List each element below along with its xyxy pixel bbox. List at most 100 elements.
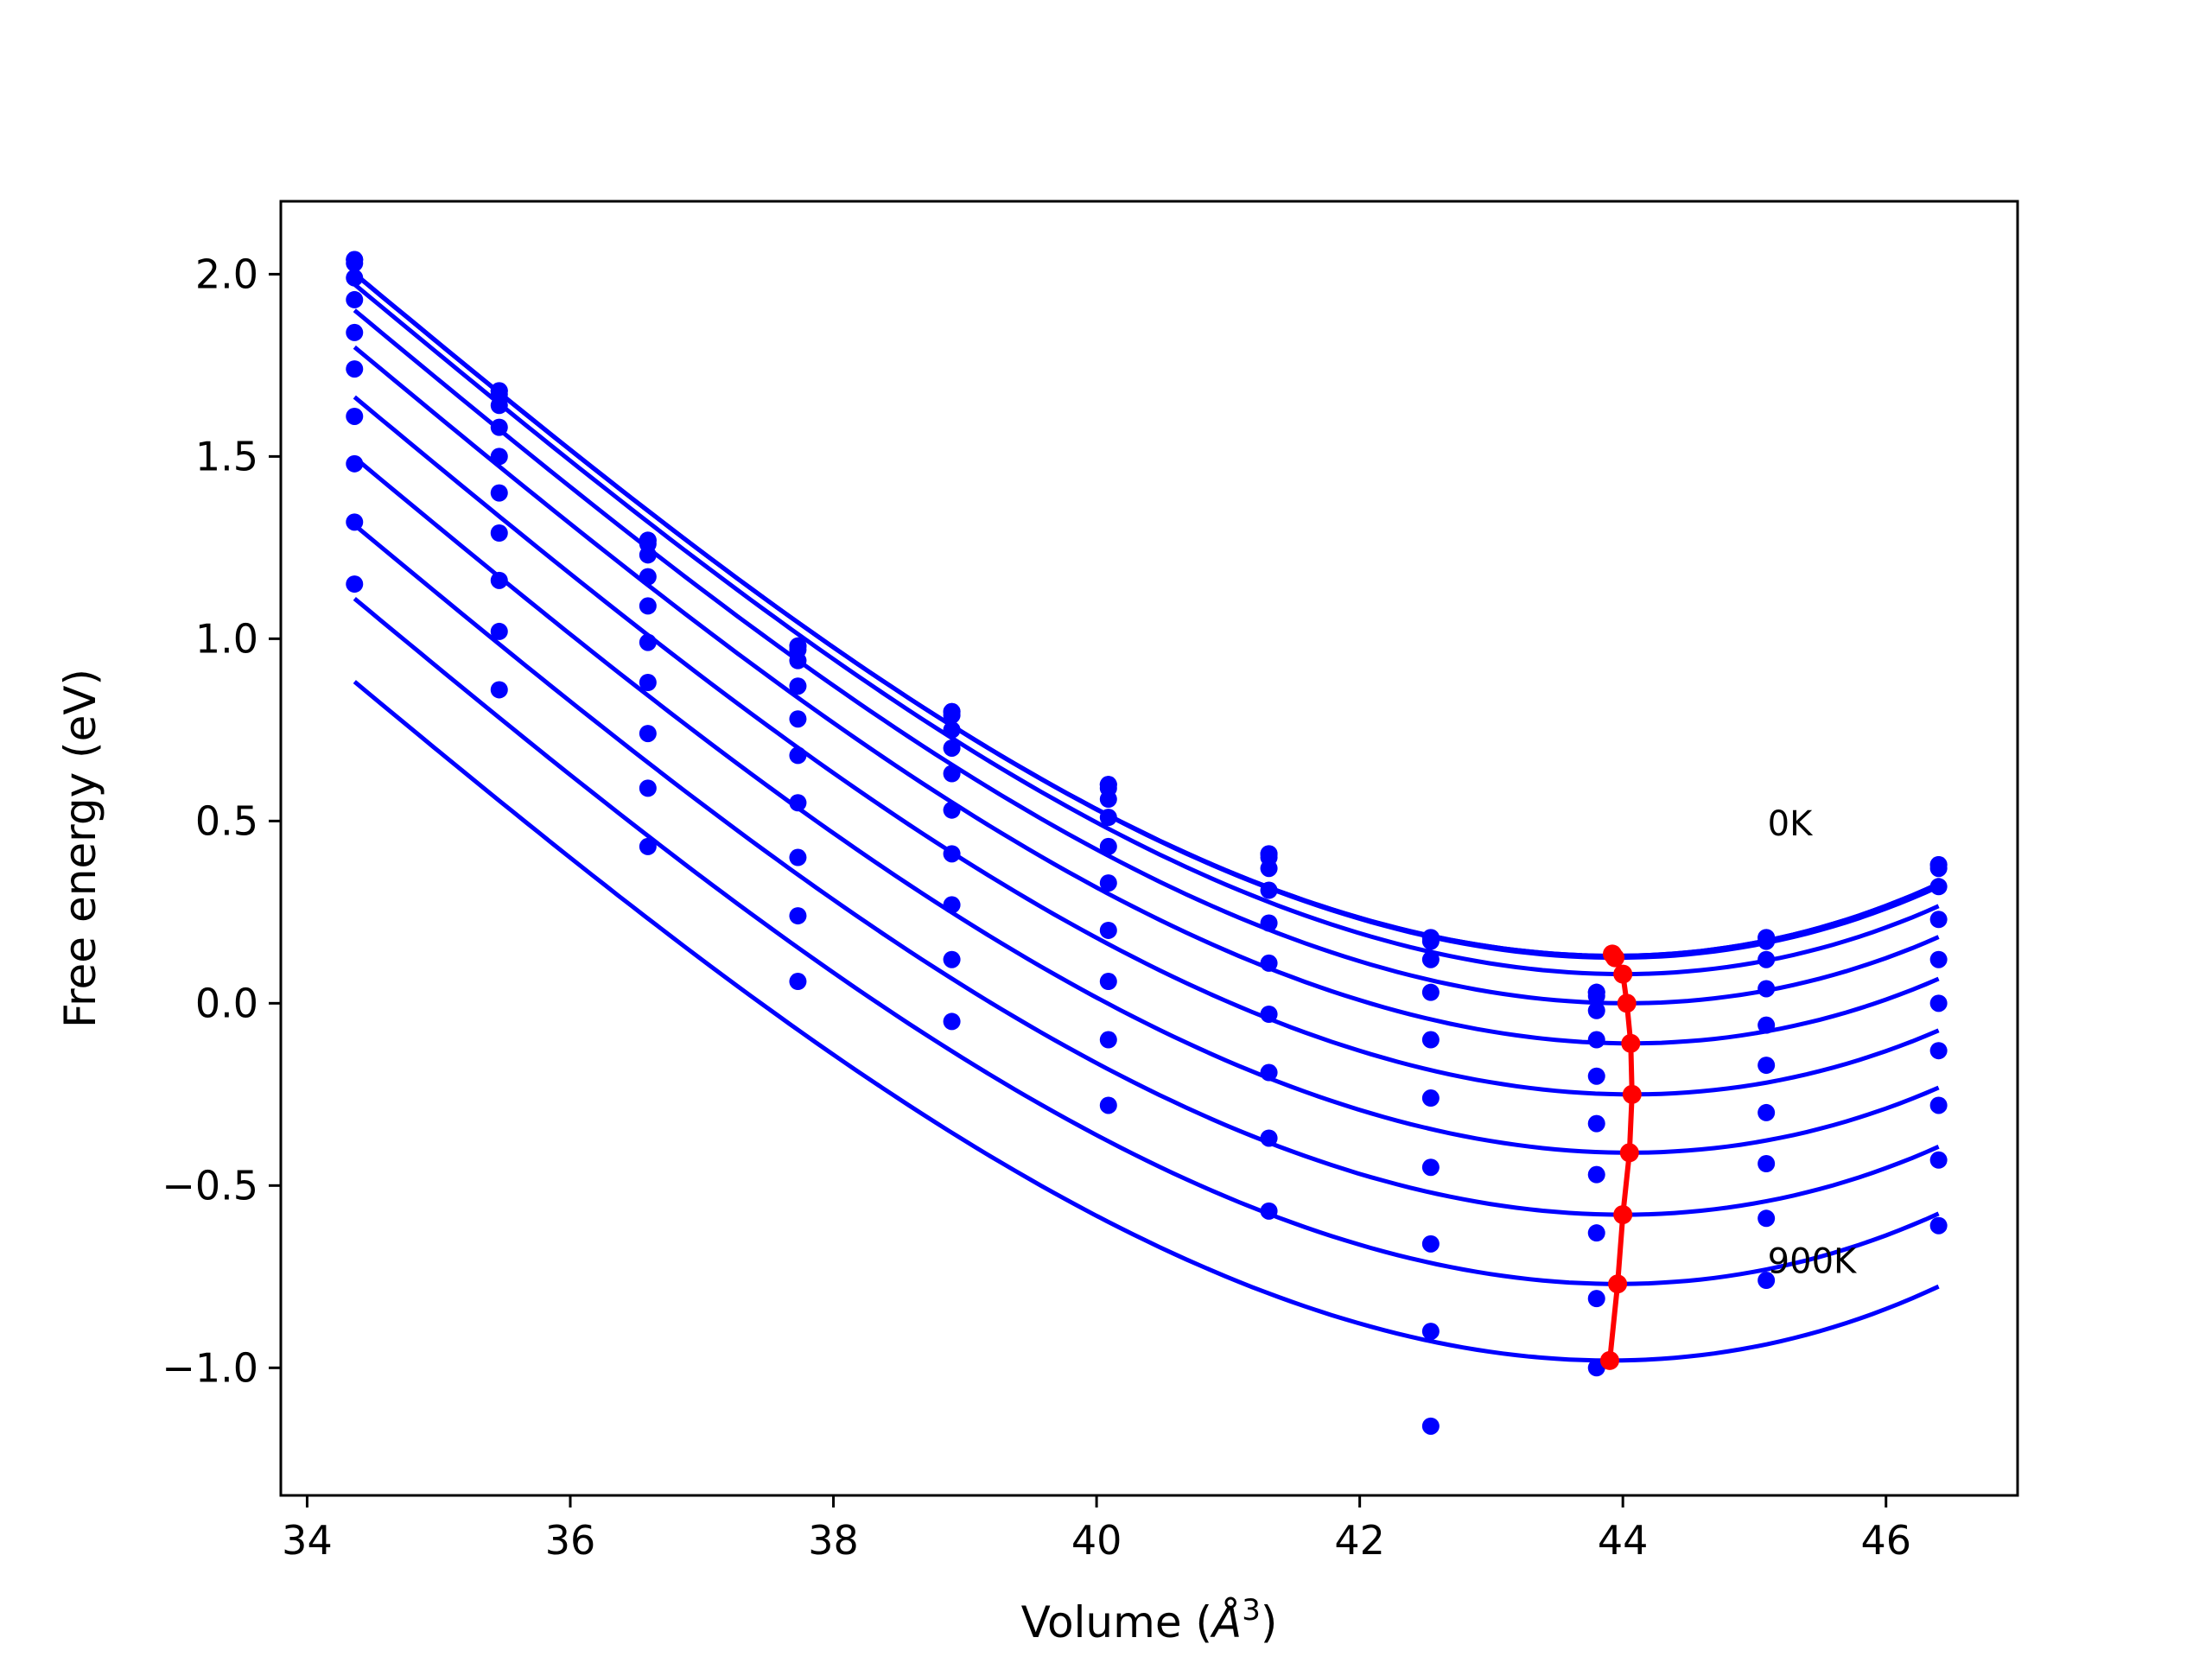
x-tick-label: 36 [545, 1517, 596, 1564]
data-point [789, 677, 807, 695]
data-point [1758, 1272, 1776, 1290]
fit-curve-4 [353, 308, 1940, 1006]
data-point [346, 575, 364, 593]
data-point [1587, 1031, 1605, 1049]
data-point [490, 418, 508, 436]
data-point [789, 907, 807, 925]
data-point [490, 571, 508, 589]
fit-curves [353, 271, 1940, 1363]
data-point [490, 484, 508, 502]
minimum-point [1613, 1205, 1633, 1225]
data-point [1758, 1016, 1776, 1034]
fit-curve-0 [353, 271, 1940, 959]
minimum-point [1599, 1350, 1619, 1370]
y-tick-label: 1.0 [195, 615, 258, 662]
data-point [1758, 932, 1776, 950]
data-point [490, 447, 508, 466]
minimum-point [1622, 1084, 1642, 1104]
data-point [1421, 932, 1440, 950]
data-point [1099, 837, 1117, 855]
data-point [346, 513, 364, 531]
data-point [1587, 1290, 1605, 1308]
y-axis-ticks: −1.0 −0.5 0.0 0.5 1.0 1.5 2.0 [162, 251, 281, 1391]
data-point [1421, 950, 1440, 968]
data-point [1099, 809, 1117, 827]
data-point [943, 720, 961, 739]
data-point [1099, 1096, 1117, 1114]
fit-curve-9 [353, 596, 1940, 1286]
data-point [1929, 1151, 1948, 1169]
minimum-point [1608, 1274, 1628, 1294]
data-point [1421, 1158, 1440, 1177]
data-point [1758, 1209, 1776, 1228]
y-tick-label: 0.5 [195, 797, 258, 844]
data-point [1587, 1224, 1605, 1242]
data-point [639, 674, 657, 692]
data-point [639, 597, 657, 615]
minimum-point [1621, 1033, 1641, 1053]
minimum-point [1613, 964, 1633, 984]
x-tick-label: 42 [1334, 1517, 1385, 1564]
data-point [1929, 1042, 1948, 1060]
data-point [943, 706, 961, 724]
temperature-label-0: 0K [1768, 804, 1814, 844]
data-point [943, 845, 961, 863]
data-point [639, 779, 657, 797]
fit-curve-10 [353, 680, 1940, 1363]
data-point [1929, 1096, 1948, 1114]
data-point [1587, 1114, 1605, 1133]
data-point [1260, 1005, 1278, 1023]
data-point [346, 454, 364, 473]
data-point [1260, 1202, 1278, 1220]
x-tick-label: 38 [808, 1517, 859, 1564]
data-point [1758, 1103, 1776, 1121]
data-point [1099, 790, 1117, 809]
minimum-point [1605, 948, 1625, 968]
data-point [1587, 1067, 1605, 1085]
data-point [639, 568, 657, 586]
data-point [1587, 1165, 1605, 1184]
data-point [789, 848, 807, 866]
fit-curve-1 [353, 271, 1940, 959]
data-point [1929, 950, 1948, 968]
data-point [1260, 914, 1278, 932]
data-point [1099, 973, 1117, 991]
y-tick-label: −1.0 [162, 1344, 258, 1391]
data-point [639, 837, 657, 855]
data-point [943, 739, 961, 757]
data-point [1260, 881, 1278, 899]
y-tick-label: −0.5 [162, 1162, 258, 1209]
data-point [789, 973, 807, 991]
fit-curve-5 [353, 345, 1940, 1046]
data-point [1758, 1155, 1776, 1173]
data-point [1260, 1063, 1278, 1082]
fit-curve-7 [353, 455, 1940, 1155]
data-point [1421, 1235, 1440, 1253]
data-point [346, 269, 364, 287]
data-point [1758, 1057, 1776, 1075]
data-point [1421, 1089, 1440, 1108]
y-tick-label: 0.0 [195, 980, 258, 1026]
data-point [1587, 987, 1605, 1005]
x-tick-label: 44 [1598, 1517, 1649, 1564]
data-point [1099, 874, 1117, 892]
data-point [943, 896, 961, 914]
data-point [1260, 954, 1278, 972]
data-point [1929, 1216, 1948, 1235]
data-point [346, 407, 364, 425]
data-point [490, 524, 508, 542]
data-point [1421, 1417, 1440, 1435]
data-point [1099, 921, 1117, 939]
plot-frame [279, 200, 2019, 1497]
data-point [346, 254, 364, 272]
data-point [943, 1012, 961, 1031]
data-point [490, 681, 508, 699]
data-point [943, 765, 961, 783]
data-point [943, 950, 961, 968]
data-point [1260, 860, 1278, 878]
data-point [639, 546, 657, 564]
x-tick-label: 34 [282, 1517, 333, 1564]
data-point [1758, 980, 1776, 998]
